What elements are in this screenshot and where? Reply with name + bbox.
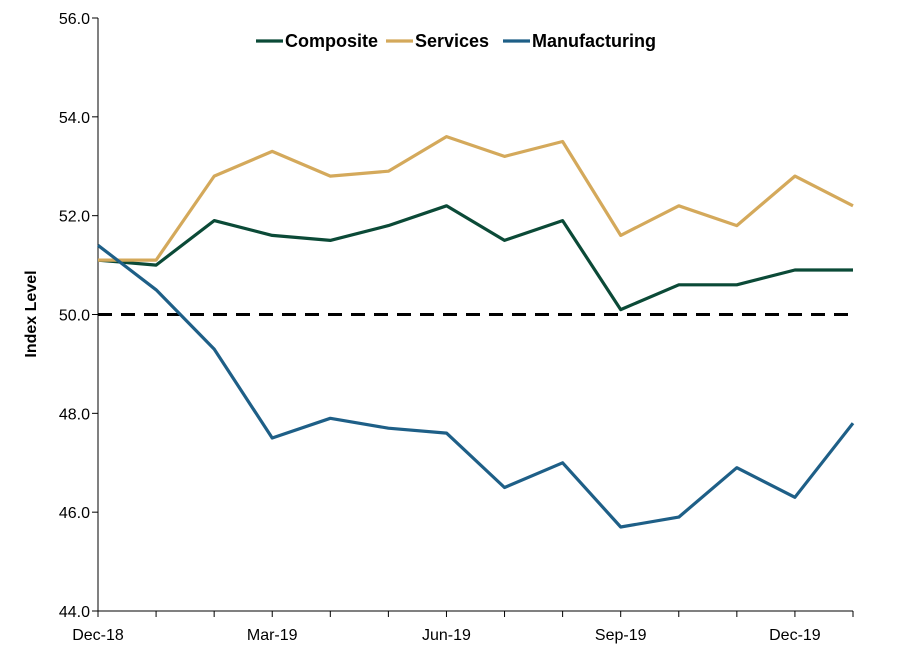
y-tick-label: 54.0 xyxy=(59,110,90,127)
series-layer xyxy=(97,135,855,529)
legend-label-services: Services xyxy=(415,31,489,51)
x-tick-label: Mar-19 xyxy=(247,627,298,644)
legend-label-manufacturing: Manufacturing xyxy=(532,31,656,51)
y-tick-label: 56.0 xyxy=(59,11,90,28)
y-tick-label: 44.0 xyxy=(59,604,90,621)
legend-label-composite: Composite xyxy=(285,31,378,51)
legend: Composite Services Manufacturing xyxy=(256,31,656,51)
y-axis-title: Index Level xyxy=(23,270,40,357)
y-tick-label: 46.0 xyxy=(59,505,90,522)
x-tick-label: Jun-19 xyxy=(422,627,471,644)
series-line-composite xyxy=(97,204,853,312)
axes: 44.0 46.0 48.0 50.0 52.0 54.0 56.0 Dec-18 Mar-19… xyxy=(59,11,854,644)
series-line-services xyxy=(98,135,854,262)
y-tick-label: 50.0 xyxy=(59,308,90,325)
y-tick-label: 48.0 xyxy=(59,406,90,423)
x-tick-label: Sep-19 xyxy=(595,627,647,644)
x-tick-label: Dec-18 xyxy=(72,627,124,644)
y-tick-label: 52.0 xyxy=(59,209,90,226)
x-tick-label: Dec-19 xyxy=(769,627,821,644)
series-line-manufacturing xyxy=(97,244,855,529)
